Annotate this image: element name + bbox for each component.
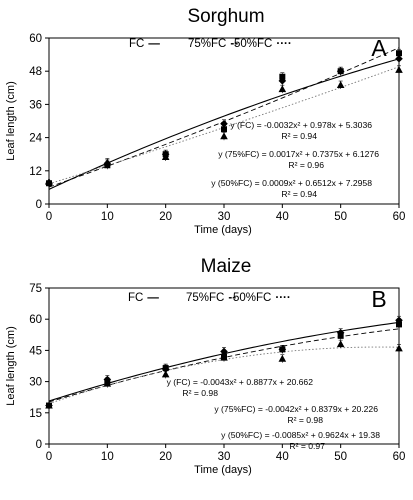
x-tick-label: 50 bbox=[334, 211, 347, 223]
y-tick-label: 60 bbox=[29, 33, 42, 45]
data-point-50fc bbox=[278, 85, 287, 93]
x-tick-label: 10 bbox=[101, 451, 114, 463]
chart-panel-maize: FC — 75%FC --50%FC ···· bbox=[45, 287, 403, 448]
x-tick-label: 30 bbox=[218, 451, 231, 463]
data-point-50fc bbox=[103, 379, 112, 387]
data-point-50fc bbox=[336, 81, 345, 89]
data-point-75fc bbox=[396, 50, 402, 57]
x-tick-label: 0 bbox=[46, 451, 52, 463]
y-tick-label: 48 bbox=[29, 66, 42, 78]
data-point-50fc bbox=[220, 132, 228, 140]
trend-line-75fc bbox=[48, 328, 400, 403]
data-point-50fc bbox=[45, 177, 53, 185]
trend-line-fc bbox=[48, 321, 400, 402]
y-tick-label: 12 bbox=[29, 166, 42, 178]
data-point-fc bbox=[395, 54, 403, 63]
r-squared-label: R² = 0.94 bbox=[281, 131, 317, 141]
data-point-75fc bbox=[162, 365, 169, 372]
data-point-50fc bbox=[103, 158, 112, 166]
data-point-75fc bbox=[396, 321, 402, 328]
chart-title: Maize bbox=[201, 256, 252, 277]
r-squared-label: R² = 0.98 bbox=[287, 415, 323, 425]
legend-label: 75%FC bbox=[186, 292, 224, 304]
legend-label: FC bbox=[128, 292, 143, 304]
legend-line-symbol: ···· bbox=[275, 292, 290, 304]
data-point-fc bbox=[220, 347, 228, 356]
x-tick-label: 0 bbox=[46, 211, 52, 223]
legend-label: 50%FC bbox=[234, 38, 272, 50]
data-point-50fc bbox=[278, 354, 287, 362]
y-axis-label: Leaf length (cm) bbox=[5, 81, 17, 160]
legend-item-dotted: 50%FC ···· bbox=[233, 292, 291, 304]
legend-line-symbol: ···· bbox=[276, 38, 291, 50]
legend-item-dashed: 75%FC -- bbox=[188, 38, 238, 50]
y-tick-label: 45 bbox=[29, 345, 42, 357]
x-axis-label: Time (days) bbox=[194, 464, 252, 476]
chart-title: Sorghum bbox=[187, 6, 264, 27]
data-point-50fc bbox=[161, 370, 170, 378]
data-point-75fc bbox=[279, 346, 286, 353]
data-point-50fc bbox=[45, 401, 53, 409]
legend-line-symbol: — bbox=[147, 292, 159, 304]
x-tick-label: 40 bbox=[276, 451, 289, 463]
data-point-75fc bbox=[221, 126, 227, 133]
y-tick-label: 15 bbox=[29, 408, 42, 420]
data-point-50fc bbox=[161, 152, 170, 160]
y-tick-label: 36 bbox=[29, 99, 42, 111]
legend-line-symbol: — bbox=[148, 38, 160, 50]
y-tick-label: 0 bbox=[36, 199, 42, 211]
legend-line-symbol: -- bbox=[228, 292, 236, 304]
r-squared-label: R² = 0.96 bbox=[288, 160, 324, 170]
y-tick-label: 30 bbox=[29, 377, 42, 389]
regression-equation: y (FC) = -0.0032x² + 0.978x + 5.3036 bbox=[230, 120, 372, 130]
r-squared-label: R² = 0.97 bbox=[289, 441, 325, 451]
x-tick-label: 20 bbox=[159, 451, 172, 463]
panel-label: A bbox=[371, 35, 387, 61]
x-tick-label: 20 bbox=[159, 211, 172, 223]
data-point-fc bbox=[220, 119, 228, 128]
data-point-75fc bbox=[279, 73, 286, 80]
data-point-50fc bbox=[395, 344, 403, 352]
x-tick-label: 30 bbox=[218, 211, 231, 223]
x-tick-label: 60 bbox=[393, 211, 406, 223]
y-tick-label: 75 bbox=[29, 283, 42, 295]
y-tick-label: 0 bbox=[36, 439, 42, 451]
panel-label: B bbox=[371, 286, 386, 312]
legend-item-dotted: 50%FC ···· bbox=[234, 38, 292, 50]
legend-item-solid: FC — bbox=[129, 38, 160, 50]
r-squared-label: R² = 0.94 bbox=[281, 189, 317, 199]
chart-panel-sorghum: FC — 75%FC --50%FC ···· bbox=[45, 37, 403, 208]
x-tick-label: 60 bbox=[393, 451, 406, 463]
data-point-50fc bbox=[220, 353, 228, 361]
x-tick-label: 10 bbox=[101, 211, 114, 223]
r-squared-label: R² = 0.98 bbox=[182, 388, 218, 398]
x-tick-label: 50 bbox=[334, 451, 347, 463]
regression-equation: y (FC) = -0.0043x² + 0.8877x + 20.662 bbox=[167, 377, 314, 387]
x-tick-label: 40 bbox=[276, 211, 289, 223]
legend-item-dashed: 75%FC -- bbox=[186, 292, 236, 304]
data-point-50fc bbox=[336, 340, 345, 348]
legend-line-symbol: -- bbox=[230, 38, 238, 50]
legend-label: 75%FC bbox=[188, 38, 226, 50]
legend-label: FC bbox=[129, 38, 144, 50]
data-point-50fc bbox=[395, 65, 403, 73]
regression-equation: y (75%FC) = 0.0017x² + 0.7375x + 6.1276 bbox=[218, 149, 379, 159]
regression-equation: y (50%FC) = -0.0085x² + 0.9624x + 19.38 bbox=[221, 430, 380, 440]
x-axis-label: Time (days) bbox=[194, 224, 252, 236]
legend-label: 50%FC bbox=[233, 292, 271, 304]
y-axis-label: Leaf length (cm) bbox=[5, 326, 17, 405]
plot-frame bbox=[48, 287, 400, 445]
legend: FC — 75%FC --50%FC ···· bbox=[129, 38, 292, 50]
legend: FC — 75%FC --50%FC ···· bbox=[128, 292, 291, 304]
y-tick-label: 60 bbox=[29, 314, 42, 326]
regression-equation: y (75%FC) = -0.0042x² + 0.8379x + 20.226 bbox=[214, 404, 378, 414]
y-tick-label: 24 bbox=[29, 133, 42, 145]
data-point-75fc bbox=[337, 332, 344, 339]
legend-item-solid: FC — bbox=[128, 292, 159, 304]
data-point-75fc bbox=[337, 68, 344, 75]
regression-equation: y (50%FC) = 0.0009x² + 0.6512x + 7.2958 bbox=[211, 178, 372, 188]
